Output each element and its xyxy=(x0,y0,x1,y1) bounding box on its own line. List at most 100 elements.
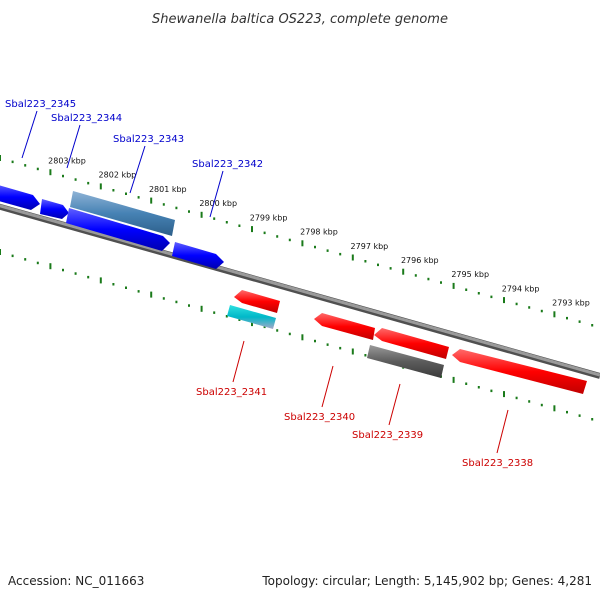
forward-gene-labels: Sbal223_2345 Sbal223_2344 Sbal223_2343 S… xyxy=(5,99,263,218)
gene-sbal223-2343[interactable] xyxy=(70,191,175,236)
genome-backbone xyxy=(0,204,600,377)
gene-sbal223-2341[interactable] xyxy=(234,290,280,313)
outer-scale-major-tick xyxy=(452,282,455,289)
outer-scale-minor-tick xyxy=(314,245,316,249)
scale-tick-label: 2796 kbp xyxy=(401,256,439,265)
outer-scale-minor-tick xyxy=(490,295,493,299)
outer-scale-minor-tick xyxy=(427,277,430,281)
inner-scale-minor-tick xyxy=(276,329,279,332)
outer-scale-major-tick xyxy=(0,155,1,161)
inner-scale-minor-tick xyxy=(591,418,594,421)
inner-scale-minor-tick xyxy=(566,410,568,414)
inner-scale-minor-tick xyxy=(74,272,77,275)
outer-scale-minor-tick xyxy=(74,178,77,181)
gene-label-sbal223-2345[interactable]: Sbal223_2345 xyxy=(5,99,76,110)
gene-label-sbal223-2344[interactable]: Sbal223_2344 xyxy=(51,113,122,124)
inner-scale-minor-tick xyxy=(137,290,140,293)
inner-scale-major-tick xyxy=(200,305,203,312)
outer-scale-minor-tick xyxy=(263,231,266,235)
inner-scale-minor-tick xyxy=(125,286,127,289)
inner-scale-minor-tick xyxy=(540,403,543,407)
scale-tick-labels: 2803 kbp 2802 kbp 2801 kbp 2800 kbp 2799 kbp… xyxy=(48,157,590,308)
gene-sbal223-2339-cds[interactable] xyxy=(374,328,449,359)
inner-scale-major-tick xyxy=(251,320,253,327)
scale-tick-label: 2801 kbp xyxy=(149,185,187,194)
gene-sbal223-2344-part[interactable] xyxy=(40,199,69,219)
scale-tick-label: 2797 kbp xyxy=(351,242,389,251)
outer-scale-minor-tick xyxy=(162,203,165,206)
gene-label-sbal223-2343[interactable]: Sbal223_2343 xyxy=(113,134,184,145)
outer-scale-minor-tick xyxy=(11,160,14,164)
gene-label-sbal223-2340[interactable]: Sbal223_2340 xyxy=(284,412,355,423)
outer-scale-major-tick xyxy=(49,169,52,176)
inner-scale-minor-tick xyxy=(87,275,90,279)
inner-scale-minor-tick xyxy=(213,311,216,314)
outer-scale-major-tick xyxy=(200,211,203,218)
outer-scale-minor-tick xyxy=(326,249,329,252)
inner-scale-minor-tick xyxy=(490,389,493,393)
outer-scale-major-tick xyxy=(150,197,153,204)
inner-scale-minor-tick xyxy=(528,400,531,403)
leader-line xyxy=(129,145,146,194)
inner-scale-minor-tick xyxy=(364,354,367,357)
outer-scale-minor-tick xyxy=(515,302,518,306)
leader-line xyxy=(66,124,81,169)
scale-tick-label: 2800 kbp xyxy=(199,199,237,208)
gene-sbal223-2338[interactable] xyxy=(452,349,587,394)
gene-label-sbal223-2339[interactable]: Sbal223_2339 xyxy=(352,430,423,441)
gene-sbal223-2344[interactable] xyxy=(66,208,170,251)
inner-scale-minor-tick xyxy=(288,332,291,336)
inner-scale-minor-tick xyxy=(225,315,228,318)
gene-sbal223-2340[interactable] xyxy=(314,313,375,340)
accession-text: Accession: NC_011663 xyxy=(8,574,145,588)
outer-scale-minor-tick xyxy=(36,167,39,171)
leader-line xyxy=(21,110,38,159)
inner-scale-minor-tick xyxy=(162,297,165,300)
map-title: Shewanella baltica OS223, complete genom… xyxy=(152,12,448,27)
outer-scale-minor-tick xyxy=(225,221,228,224)
outer-scale-minor-tick xyxy=(238,224,241,227)
inner-scale-minor-tick xyxy=(188,304,190,307)
outer-scale-major-tick xyxy=(301,240,304,247)
inner-scale-minor-tick xyxy=(339,346,342,350)
leader-line xyxy=(232,340,245,383)
outer-scale-minor-tick xyxy=(137,196,140,199)
outer-scale-major-tick xyxy=(99,183,102,190)
outer-scale-minor-tick xyxy=(24,164,27,167)
gene-sbal223-2341-rna[interactable] xyxy=(227,305,276,329)
gene-label-sbal223-2338[interactable]: Sbal223_2338 xyxy=(462,458,533,469)
outer-scale-minor-tick xyxy=(591,324,594,327)
inner-scale-minor-tick xyxy=(24,258,27,261)
inner-scale-ticks xyxy=(0,249,594,421)
outer-scale-minor-tick xyxy=(175,206,178,210)
inner-scale-minor-tick xyxy=(263,325,266,329)
gene-label-sbal223-2341[interactable]: Sbal223_2341 xyxy=(196,387,267,398)
outer-scale-minor-tick xyxy=(578,320,581,323)
scale-tick-label: 2802 kbp xyxy=(99,171,137,180)
outer-scale-major-tick xyxy=(251,226,253,233)
scale-tick-label: 2799 kbp xyxy=(250,213,288,222)
inner-scale-major-tick xyxy=(49,263,52,270)
outer-scale-minor-tick xyxy=(62,174,64,178)
topology-text: Topology: circular; Length: 5,145,902 bp… xyxy=(262,574,592,588)
scale-tick-label: 2803 kbp xyxy=(48,157,86,166)
outer-scale-minor-tick xyxy=(540,309,543,313)
outer-scale-minor-tick xyxy=(339,252,342,256)
gene-sbal223-2339[interactable] xyxy=(367,345,444,378)
outer-scale-minor-tick xyxy=(389,267,392,270)
outer-scale-minor-tick xyxy=(112,189,115,192)
inner-scale-minor-tick xyxy=(578,414,581,417)
gene-sbal223-2345[interactable] xyxy=(0,184,40,210)
inner-scale-major-tick xyxy=(503,391,505,398)
gene-label-sbal223-2342[interactable]: Sbal223_2342 xyxy=(192,159,263,170)
outer-scale-ticks xyxy=(0,155,594,327)
inner-scale-minor-tick xyxy=(238,318,241,321)
inner-scale-major-tick xyxy=(351,348,354,355)
inner-scale-minor-tick xyxy=(314,339,316,343)
leader-line xyxy=(321,365,334,408)
inner-scale-minor-tick xyxy=(326,343,329,346)
outer-scale-minor-tick xyxy=(465,288,468,291)
gene-sbal223-2342[interactable] xyxy=(172,242,224,269)
reverse-gene-labels: Sbal223_2341 Sbal223_2340 Sbal223_2339 S… xyxy=(196,340,533,469)
